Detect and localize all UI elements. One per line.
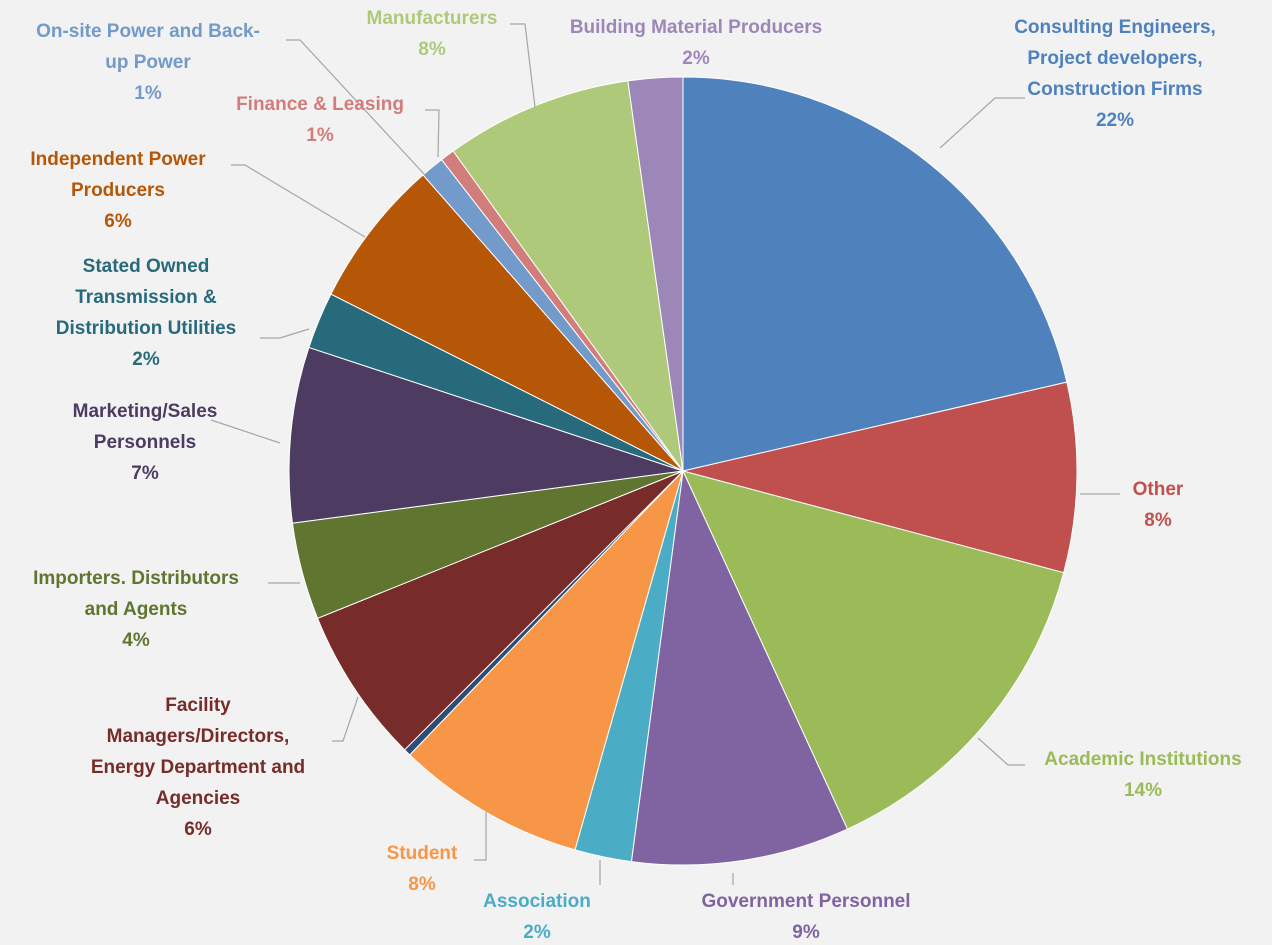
pie-slice-ipp xyxy=(330,174,684,472)
slice-label-marketing: Marketing/Sales Personnels 7% xyxy=(73,401,218,484)
pie-slice-other xyxy=(682,381,1078,574)
slice-label-facility: Facility Managers/Directors, Energy Depart… xyxy=(91,695,305,840)
pie-slice-government xyxy=(630,469,849,866)
pie-slice-manufacturers xyxy=(452,80,684,472)
leader-line-finance xyxy=(425,109,440,158)
leader-line-student xyxy=(474,812,487,861)
slice-label-finance: Finance & Leasing 1% xyxy=(236,94,404,146)
leader-line-marketing xyxy=(210,419,281,444)
slice-label-importers: Importers. Distributors and Agents 4% xyxy=(33,568,239,651)
leader-line-consulting xyxy=(939,97,1025,149)
slice-label-government: Government Personnel 9% xyxy=(701,891,910,943)
pie-slice-facility xyxy=(316,470,684,751)
slice-label-other: Other 8% xyxy=(1133,479,1184,531)
leader-lines xyxy=(210,23,1120,885)
slice-label-association: Association 2% xyxy=(483,891,591,943)
pie-slice-building xyxy=(627,76,684,472)
leader-line-academic xyxy=(977,737,1025,766)
leader-line-onsite xyxy=(286,39,426,176)
slice-label-student: Student 8% xyxy=(387,843,458,895)
leader-line-transmission xyxy=(260,328,310,339)
pie-slice-marketing xyxy=(288,346,684,524)
leader-line-manufacturers xyxy=(510,23,536,108)
leader-line-facility xyxy=(332,696,359,742)
slice-label-transmission: Stated Owned Transmission & Distribution U… xyxy=(56,256,237,370)
pie-slice-academic xyxy=(682,470,1065,830)
slice-label-manufacturers: Manufacturers 8% xyxy=(367,8,498,60)
slice-label-onsite: On-site Power and Back-up Power 1% xyxy=(36,21,260,104)
slice-label-ipp: Independent Power Producers 6% xyxy=(30,149,206,232)
slice-label-academic: Academic Institutions 14% xyxy=(1044,749,1241,801)
leader-line-ipp xyxy=(231,164,366,238)
pie-slice-consulting xyxy=(682,76,1068,472)
slice-label-building: Building Material Producers 2% xyxy=(570,17,822,69)
slice-labels: Consulting Engineers, Project developers,… xyxy=(30,8,1241,943)
slice-label-consulting: Consulting Engineers, Project developers,… xyxy=(1014,17,1216,131)
pie-slices xyxy=(288,76,1078,866)
